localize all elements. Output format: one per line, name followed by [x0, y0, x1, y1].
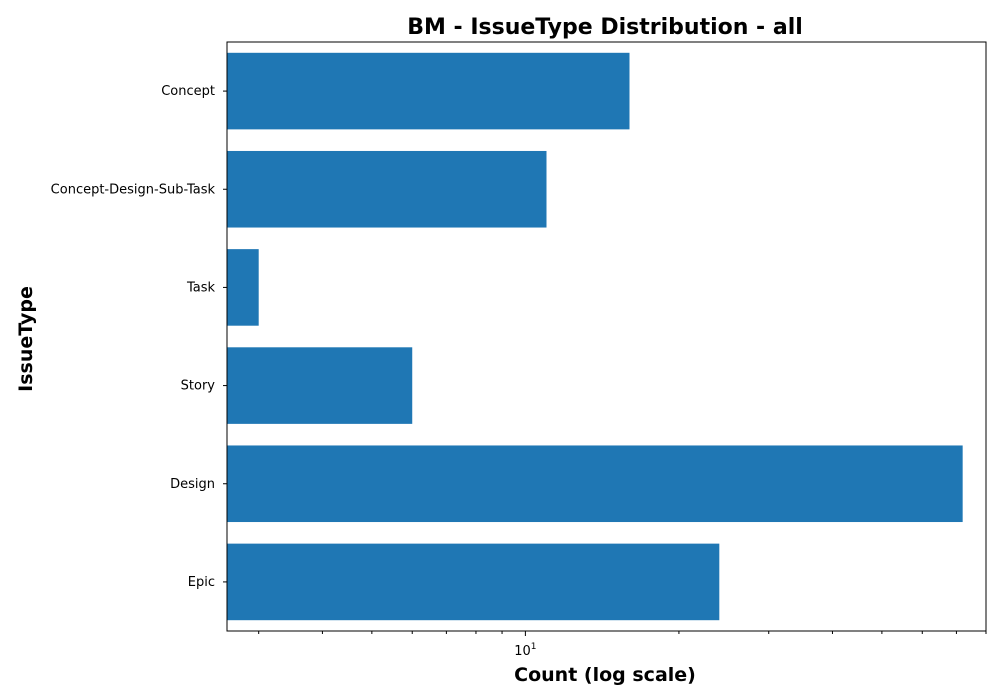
chart-title: BM - IssueType Distribution - all — [407, 15, 803, 40]
x-tick-base: 10 — [514, 644, 531, 659]
bar-design — [227, 445, 963, 523]
y-tick-label: Story — [181, 379, 216, 394]
y-tick-label: Task — [186, 280, 216, 295]
bar-epic — [227, 543, 720, 621]
y-tick-label: Design — [170, 477, 215, 492]
plot-frame — [226, 41, 987, 632]
bar-concept — [227, 52, 630, 130]
y-tick-label: Concept — [161, 84, 215, 99]
y-axis-label: IssueType — [15, 286, 37, 392]
bar-concept-design-sub-task — [227, 150, 547, 228]
bar-task — [227, 249, 259, 326]
y-tick-label: Epic — [188, 575, 215, 590]
x-tick-label: 101 — [514, 642, 536, 659]
x-axis-label: Count (log scale) — [514, 664, 696, 686]
y-tick-label: Concept-Design-Sub-Task — [51, 182, 216, 197]
plot-area: Concept Concept-Design-Sub-Task Task Story D… — [51, 41, 987, 659]
bar-story — [227, 347, 413, 424]
x-tick-exponent: 1 — [531, 642, 537, 652]
